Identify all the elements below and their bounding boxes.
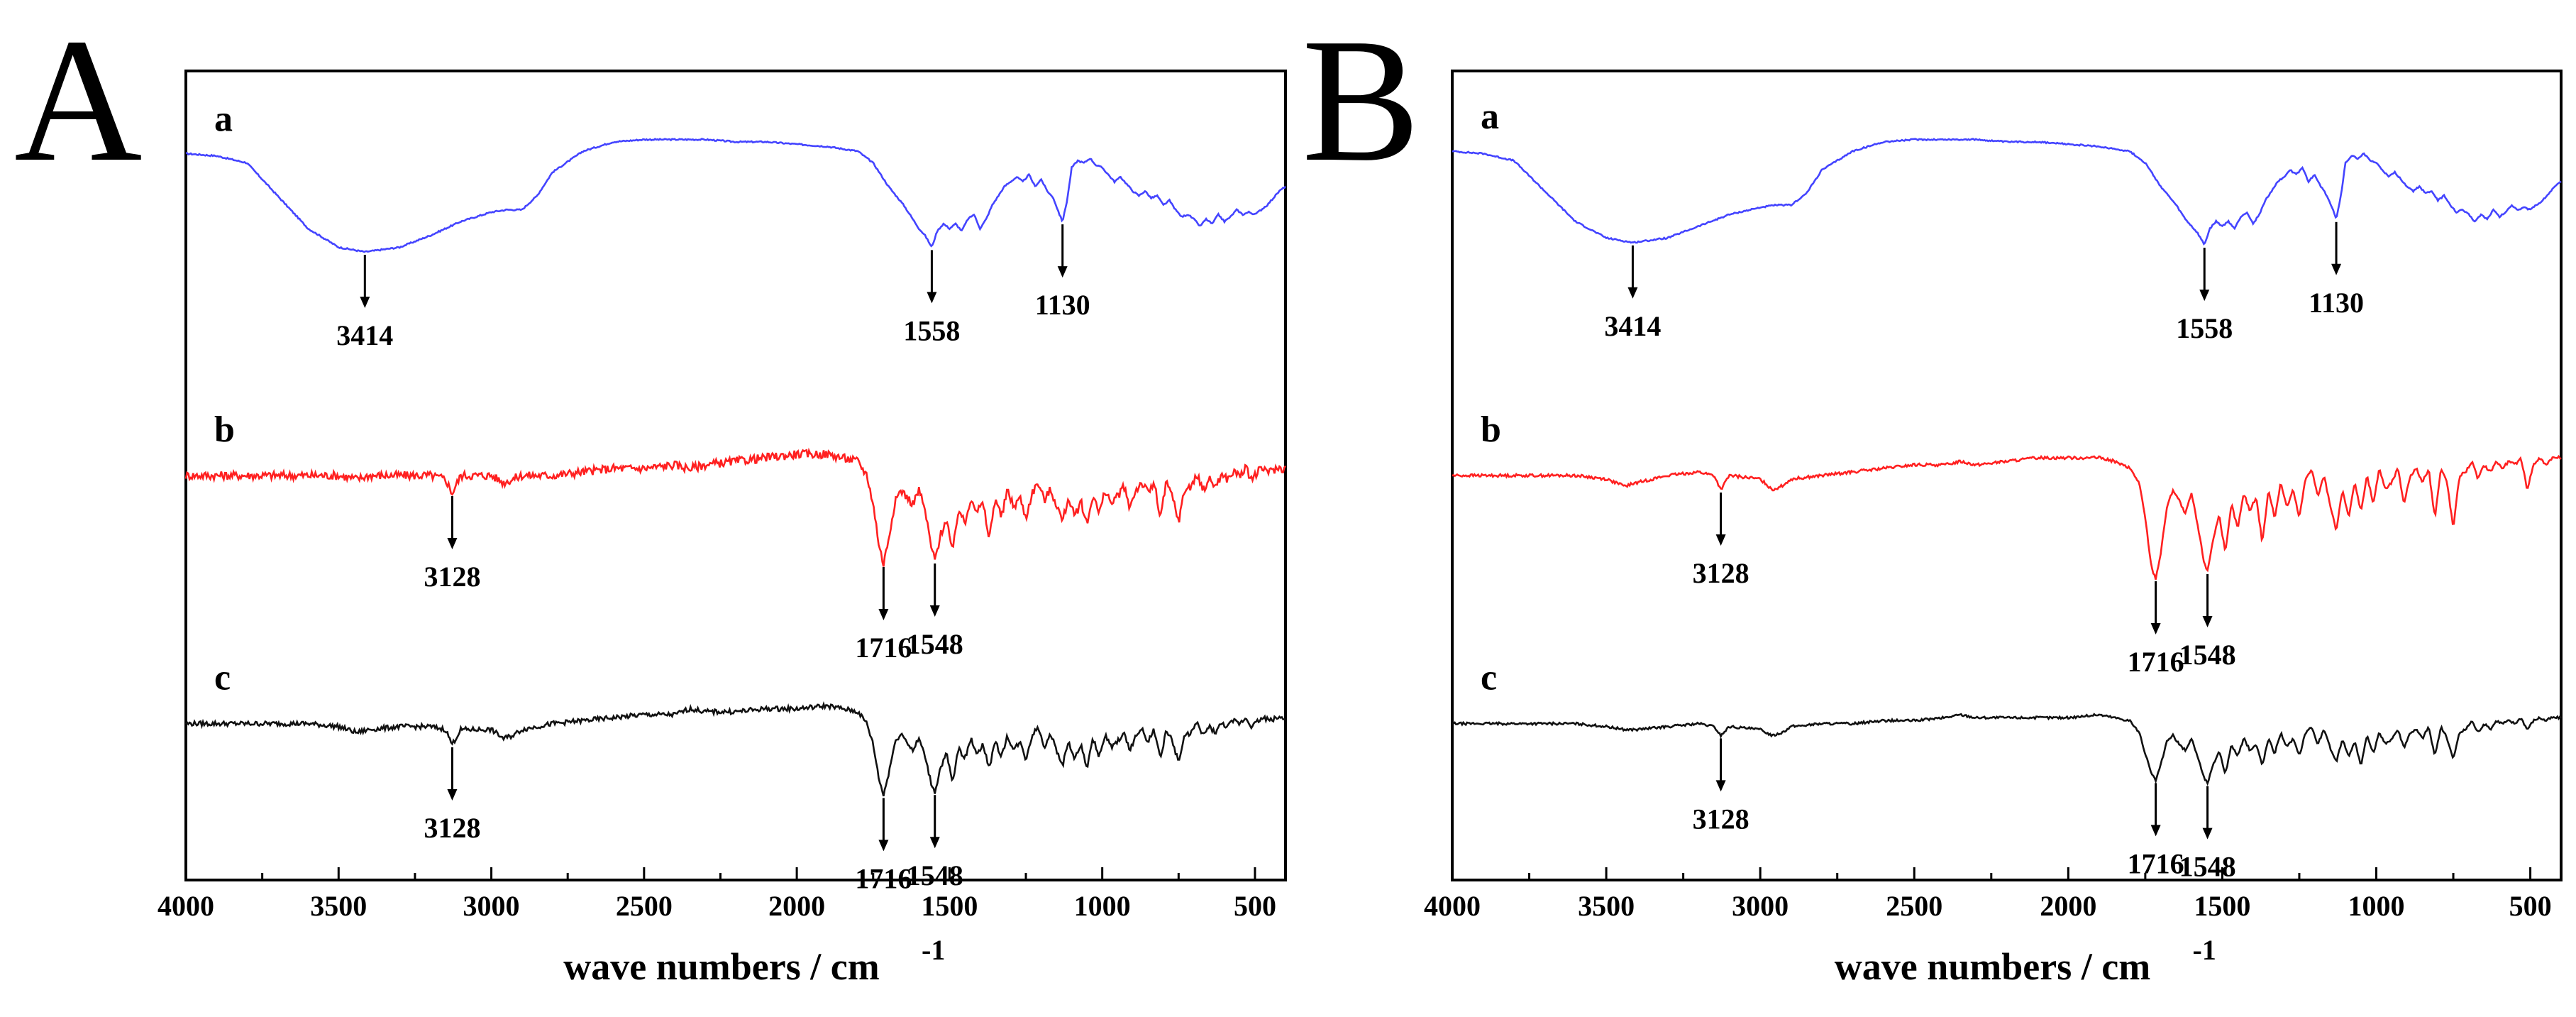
peak-label: 1558 <box>903 314 960 346</box>
x-tick-label: 1500 <box>921 890 978 922</box>
x-tick-label: 2000 <box>768 890 825 922</box>
peak-label: 3128 <box>1693 557 1749 589</box>
series-line-c <box>184 701 1286 797</box>
peak-arrow-head <box>878 609 889 620</box>
panel-label: B <box>1302 2 1420 199</box>
peak-arrow-head <box>447 538 458 549</box>
x-tick-label: 2000 <box>2040 890 2096 922</box>
x-tick-label: 1000 <box>1074 890 1131 922</box>
peak-arrow-head <box>1627 287 1638 299</box>
x-tick-label: 4000 <box>157 890 214 922</box>
series-line-b <box>1452 454 2562 581</box>
peak-label: 1716 <box>2128 646 2184 678</box>
peak-arrow-head <box>1715 780 1726 792</box>
x-axis-title: wave numbers / cm <box>563 945 879 988</box>
peak-arrow-head <box>360 297 370 308</box>
peak-arrow-head <box>2202 828 2213 840</box>
peak-label: 3128 <box>424 812 480 844</box>
x-tick-label: 3000 <box>463 890 520 922</box>
plot-frame <box>184 70 1287 881</box>
peak-arrow-head <box>1057 266 1068 278</box>
peak-label: 1548 <box>907 859 963 891</box>
peak-arrow-head <box>927 292 937 304</box>
series-line-c <box>1452 713 2562 786</box>
panel-label: A <box>14 2 143 199</box>
peak-label: 1130 <box>2309 287 2364 319</box>
x-tick-label: 500 <box>2509 890 2552 922</box>
peak-arrow-head <box>2331 263 2342 275</box>
peak-label: 3128 <box>424 561 480 593</box>
x-axis-title: wave numbers / cm <box>1835 945 2150 988</box>
series-label-c: c <box>1481 658 1497 698</box>
peak-label: 1548 <box>2179 851 2236 883</box>
peak-label: 1716 <box>855 632 912 664</box>
peak-arrow-head <box>929 837 940 849</box>
series-label-a: a <box>214 99 233 139</box>
series-label-b: b <box>214 409 235 450</box>
chart-panel-B: B 4000 3500 3000 2500 2000 1500 1000 500 wave num… <box>1302 2 2563 988</box>
series-label-a: a <box>1481 97 1499 137</box>
series-line-a <box>185 138 1287 253</box>
peak-label: 3414 <box>1604 310 1661 342</box>
peak-arrow-head <box>929 605 940 617</box>
peak-arrow-head <box>2199 290 2210 302</box>
peak-label: 1548 <box>907 628 963 660</box>
x-axis-title-superscript: -1 <box>922 934 945 966</box>
peak-label: 1558 <box>2176 312 2233 344</box>
x-tick-label: 500 <box>1234 890 1276 922</box>
peak-arrow-head <box>2150 623 2161 634</box>
chart-panel-A: A 4000 3500 3000 2500 2000 1500 1000 500 wave num… <box>14 2 1287 988</box>
peak-arrow-head <box>1715 534 1726 546</box>
x-tick-label: 1500 <box>2194 890 2250 922</box>
peak-arrow-head <box>878 840 889 852</box>
x-axis-title-superscript: -1 <box>2193 934 2216 966</box>
peak-label: 3128 <box>1693 803 1749 835</box>
peak-arrow-head <box>447 789 458 801</box>
x-tick-label: 1000 <box>2348 890 2405 922</box>
peak-arrow-head <box>2202 616 2213 627</box>
x-tick-label: 3000 <box>1732 890 1789 922</box>
series-label-b: b <box>1481 409 1501 450</box>
x-tick-label: 4000 <box>1424 890 1481 922</box>
series-label-c: c <box>214 658 231 698</box>
x-tick-label: 2500 <box>616 890 673 922</box>
peak-label: 1716 <box>2128 847 2184 879</box>
series-line-b <box>184 447 1287 567</box>
x-tick-label: 3500 <box>310 890 367 922</box>
series-line-a <box>1452 138 2562 246</box>
peak-label: 1716 <box>855 862 912 894</box>
peak-arrow-head <box>2150 825 2161 837</box>
x-tick-label: 2500 <box>1886 890 1942 922</box>
peak-label: 3414 <box>336 319 393 351</box>
peak-label: 1130 <box>1035 289 1090 321</box>
x-tick-label: 3500 <box>1578 890 1635 922</box>
peak-label: 1548 <box>2179 639 2236 671</box>
